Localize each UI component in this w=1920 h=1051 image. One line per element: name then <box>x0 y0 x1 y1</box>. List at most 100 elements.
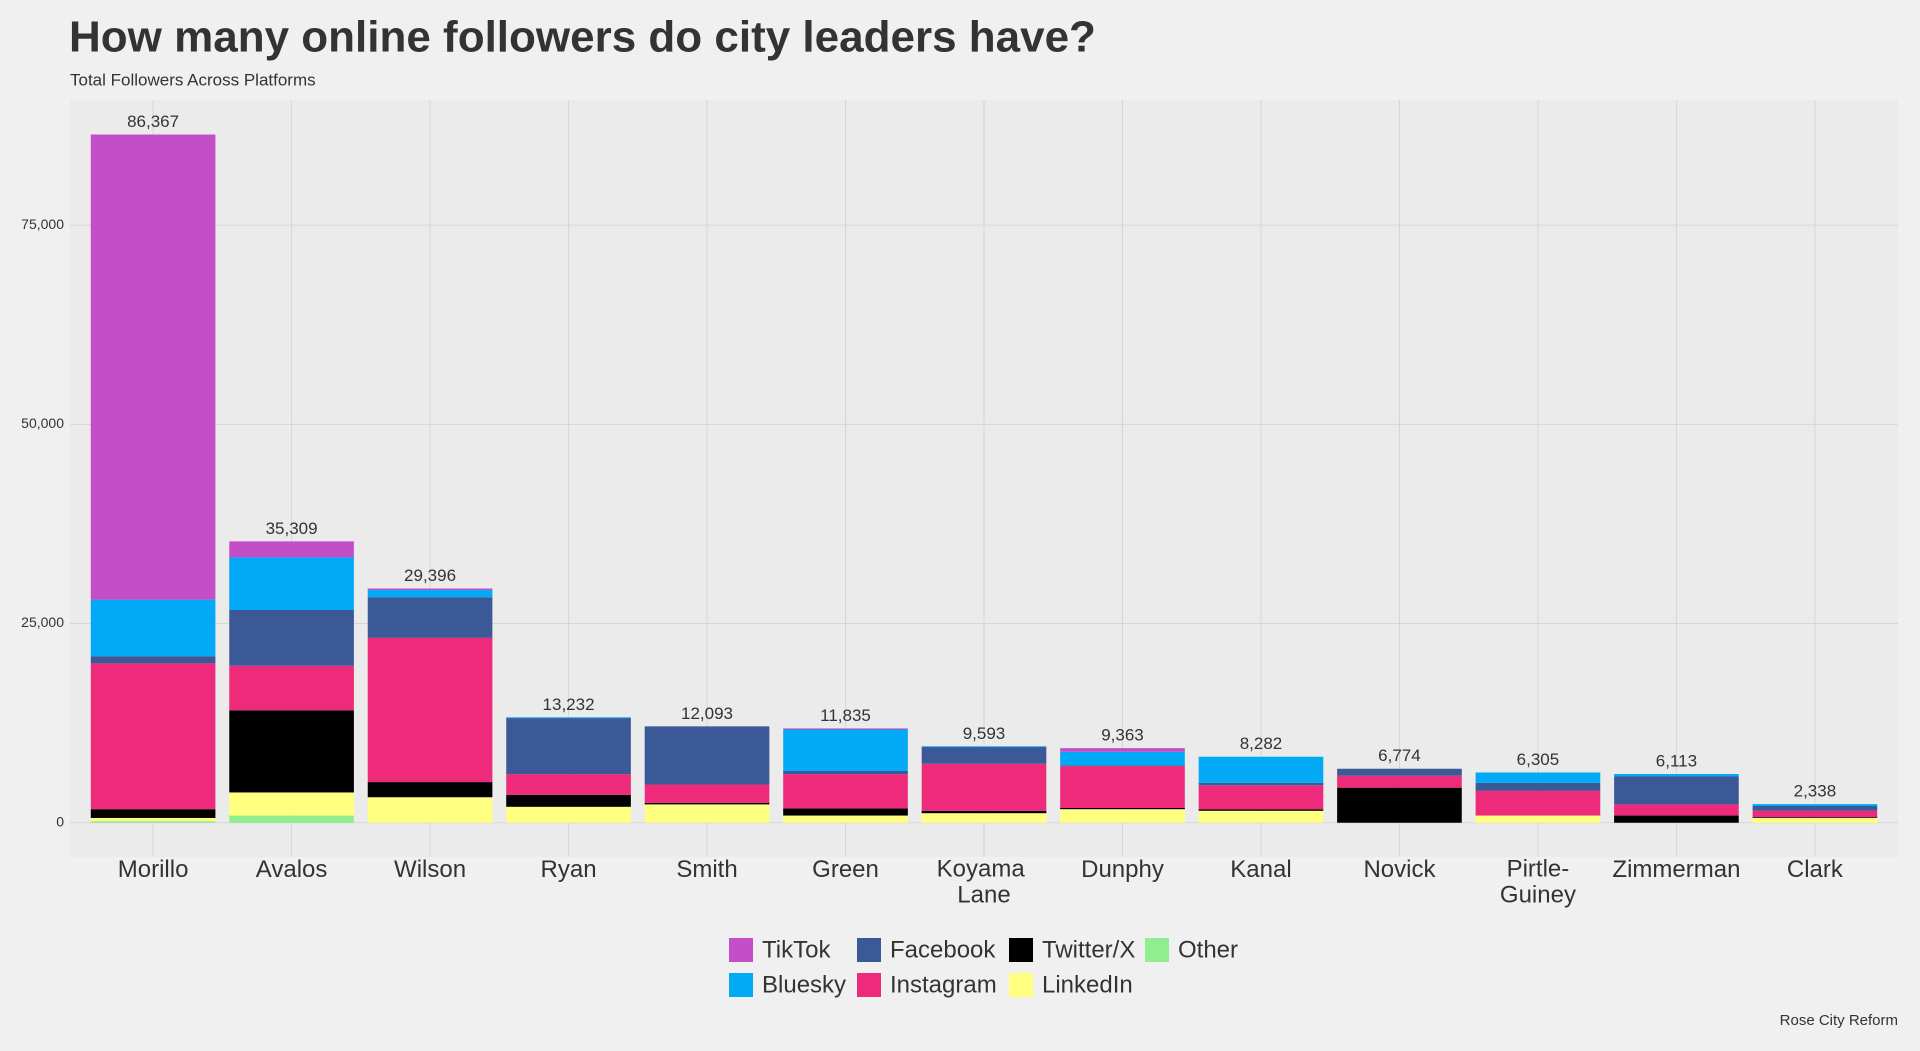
x-tick-label: Wilson <box>394 856 466 883</box>
bar-segment <box>783 815 908 823</box>
bar-segment <box>1337 775 1462 788</box>
bar-segment <box>1337 768 1462 776</box>
bar-segment <box>921 763 1047 811</box>
x-tick-label: Dunphy <box>1081 856 1164 883</box>
bar-segment <box>229 665 354 711</box>
bar-segment <box>229 557 354 610</box>
bar-segment <box>1475 790 1601 816</box>
total-label: 9,363 <box>1101 726 1144 745</box>
bar-segment <box>1752 817 1878 818</box>
legend-label: Twitter/X <box>1042 936 1135 963</box>
bar-segment <box>1475 772 1601 783</box>
bar-segment <box>1614 774 1739 777</box>
bar-segment <box>1060 809 1185 823</box>
bar-segment <box>783 729 908 771</box>
y-tick-label: 75,000 <box>21 216 64 232</box>
bar-segment <box>229 815 354 823</box>
bar-segment <box>1198 756 1324 783</box>
bar-segment <box>90 663 216 810</box>
total-label: 35,309 <box>266 519 318 538</box>
bar-segment <box>1060 807 1185 810</box>
legend-label: Instagram <box>890 971 997 998</box>
bar-segment <box>1475 782 1601 791</box>
x-tick-label: Green <box>812 856 879 883</box>
x-tick-label: Koyama Lane <box>937 856 1032 909</box>
legend-swatch <box>857 938 881 962</box>
legend-label: Bluesky <box>762 971 846 998</box>
chart-title: How many online followers do city leader… <box>69 13 1096 62</box>
bar-segment <box>229 609 354 666</box>
legend-swatch <box>1009 938 1033 962</box>
bar-segment <box>1752 804 1878 807</box>
total-label: 6,774 <box>1378 746 1421 765</box>
bar-segment <box>1475 815 1601 823</box>
bar-segment <box>1060 748 1185 752</box>
x-tick-label: Ryan <box>541 856 597 883</box>
y-tick-label: 0 <box>56 813 64 829</box>
bar-segment <box>506 718 631 775</box>
x-tick-label: Zimmerman <box>1612 856 1740 883</box>
bar-segment <box>1060 765 1185 767</box>
y-tick-label: 25,000 <box>21 614 64 630</box>
bar-segment <box>506 806 631 823</box>
bar-segment <box>90 134 216 600</box>
bar-segment <box>1752 817 1878 823</box>
bar-segment <box>1198 785 1324 810</box>
bar-segment <box>1752 806 1878 811</box>
bar-segment <box>90 817 216 822</box>
legend-label: Facebook <box>890 936 996 963</box>
total-label: 11,835 <box>820 706 871 725</box>
x-tick-label: Kanal <box>1230 856 1291 883</box>
total-label: 6,113 <box>1656 752 1697 771</box>
bar-segment <box>506 774 631 795</box>
bar-segment <box>1198 782 1324 786</box>
bar-segment <box>1614 804 1739 816</box>
legend-swatch <box>1009 973 1033 997</box>
bar-segment <box>1614 776 1739 805</box>
legend-swatch <box>729 938 753 962</box>
bar-segment <box>783 774 908 809</box>
bar-segment <box>90 656 216 664</box>
x-tick-label: Avalos <box>256 856 328 883</box>
bar-segment <box>921 810 1047 814</box>
bar-segment <box>367 637 493 783</box>
bar-segment <box>367 590 493 598</box>
y-tick-label: 50,000 <box>21 415 64 431</box>
bar-segment <box>367 588 493 591</box>
bar-segment <box>229 710 354 793</box>
legend-swatch <box>857 973 881 997</box>
x-tick-label: Novick <box>1363 856 1436 883</box>
bar-segment <box>1198 809 1324 811</box>
bar-segment <box>506 794 631 807</box>
bar-segment <box>229 541 354 558</box>
bar-segment <box>1752 810 1878 818</box>
x-tick-label: Clark <box>1787 856 1844 883</box>
total-label: 2,338 <box>1794 782 1837 801</box>
legend-label: LinkedIn <box>1042 971 1133 998</box>
total-label: 12,093 <box>681 704 733 723</box>
bar-segment <box>644 802 770 805</box>
x-tick-label: Smith <box>676 856 737 883</box>
bar-segment <box>1198 810 1324 823</box>
bar-segment <box>367 797 493 823</box>
bar-segment <box>644 726 770 785</box>
bar-segment <box>783 808 908 816</box>
bar-segment <box>644 804 770 823</box>
total-label: 13,232 <box>543 695 595 714</box>
bar-segment <box>367 597 493 638</box>
bar-segment <box>1060 766 1185 808</box>
bar-segment <box>1614 815 1739 823</box>
bar-segment <box>229 792 354 816</box>
legend-label: Other <box>1178 936 1238 963</box>
total-label: 8,282 <box>1240 734 1283 753</box>
bar-segment <box>1060 751 1185 766</box>
legend-swatch <box>729 973 753 997</box>
x-tick-label: Morillo <box>118 856 189 883</box>
caption: Rose City Reform <box>1780 1012 1898 1029</box>
bar-segment <box>90 821 216 823</box>
total-label: 6,305 <box>1517 750 1560 769</box>
bar-segment <box>783 728 908 730</box>
bar-segment <box>921 746 1047 748</box>
bar-segment <box>783 770 908 775</box>
